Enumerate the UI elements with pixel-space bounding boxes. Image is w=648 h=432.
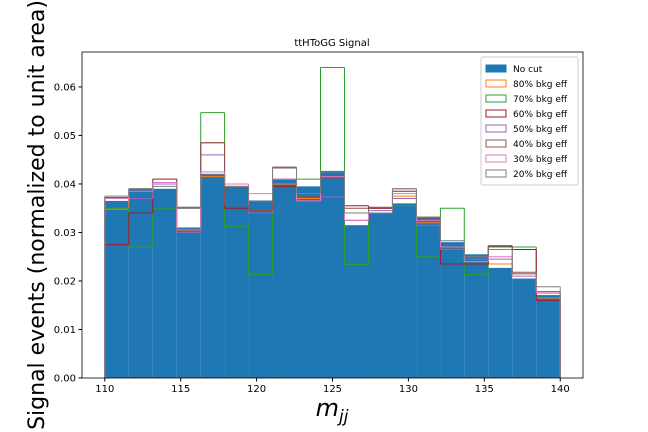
x-tick-label: 135 (475, 384, 494, 395)
x-axis-label: mjj (316, 394, 349, 427)
bar (440, 242, 465, 378)
legend-label: 40% bkg eff (513, 140, 568, 150)
y-tick-label: 0.02 (54, 276, 76, 287)
bar (344, 225, 369, 378)
legend-label: 70% bkg eff (513, 95, 568, 105)
bar (224, 186, 249, 378)
y-tick-label: 0.01 (54, 325, 76, 336)
y-tick-label: 0.06 (54, 82, 76, 93)
y-tick-label: 0.05 (54, 131, 76, 142)
legend-swatch (485, 169, 507, 178)
legend-swatch (485, 154, 507, 163)
bar (368, 213, 393, 378)
y-tick-label: 0.00 (54, 374, 76, 385)
x-tick-label: 125 (323, 384, 342, 395)
legend-swatch (485, 64, 507, 73)
bar (320, 170, 345, 378)
legend-swatch (485, 109, 507, 118)
bar (200, 174, 225, 378)
legend-label: 30% bkg eff (513, 155, 568, 165)
x-tick-label: 140 (551, 384, 570, 395)
bar (464, 254, 489, 378)
bar (104, 200, 129, 378)
legend-label: No cut (513, 65, 543, 75)
legend-label: 50% bkg eff (513, 125, 568, 135)
y-tick-label: 0.04 (54, 179, 76, 190)
x-label-base: m (316, 394, 339, 422)
y-axis-label: Signal events (normalized to unit area) (25, 0, 50, 430)
bar (296, 186, 321, 378)
x-tick-label: 130 (399, 384, 418, 395)
bar (128, 188, 153, 378)
legend-swatch (485, 79, 507, 88)
x-tick-label: 115 (171, 384, 190, 395)
legend-swatch (485, 94, 507, 103)
bar (488, 267, 513, 378)
bar (536, 295, 561, 378)
legend-box (480, 56, 579, 186)
bar (272, 179, 297, 378)
legend-swatch (485, 139, 507, 148)
bar (176, 227, 201, 378)
legend-swatch (485, 124, 507, 133)
bar (152, 188, 177, 378)
chart-title: ttHToGG Signal (294, 38, 369, 49)
y-tick-label: 0.03 (54, 228, 76, 239)
bar (512, 278, 537, 378)
x-label-sub: jj (337, 407, 349, 427)
legend-label: 20% bkg eff (513, 170, 568, 180)
x-tick-label: 110 (95, 384, 114, 395)
legend-label: 60% bkg eff (513, 110, 568, 120)
legend-label: 80% bkg eff (513, 80, 568, 90)
bar (392, 203, 417, 378)
bar (416, 217, 441, 378)
x-tick-label: 120 (247, 384, 266, 395)
bar (248, 200, 273, 378)
